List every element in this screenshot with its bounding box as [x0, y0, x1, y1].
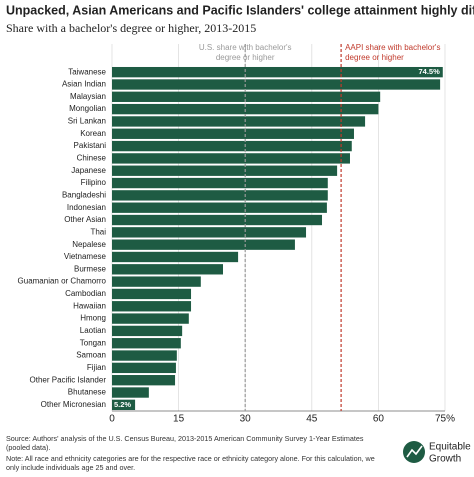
bar — [112, 276, 201, 287]
bar — [112, 350, 177, 361]
bar — [112, 79, 441, 90]
y-tick-label: Pakistani — [74, 141, 107, 150]
y-tick-label: Chinese — [77, 154, 107, 163]
bar — [112, 288, 192, 300]
y-tick-label: Vietnamese — [64, 252, 107, 261]
y-tick-label: Korean — [80, 129, 106, 138]
y-tick-label: Samoan — [76, 351, 106, 360]
bar — [112, 362, 176, 374]
footnote: Note: All race and ethnicity categories … — [6, 454, 375, 472]
bar — [112, 153, 350, 164]
reference-label: AAPI share with bachelor's — [345, 43, 440, 52]
chart-title: Unpacked, Asian Americans and Pacific Is… — [6, 3, 474, 17]
x-tick-label: 45 — [306, 414, 318, 425]
bar — [112, 301, 192, 312]
y-tick-label: Nepalese — [72, 240, 106, 249]
bar — [112, 325, 183, 337]
bar — [112, 116, 366, 127]
y-tick-label: Hmong — [80, 314, 106, 323]
y-tick-label: Bangladeshi — [62, 190, 106, 199]
bar — [112, 375, 176, 386]
y-tick-label: Malaysian — [70, 92, 106, 101]
bar — [112, 177, 328, 189]
reference-label: degree or higher — [345, 53, 404, 62]
y-tick-label: Laotian — [80, 326, 106, 335]
source-note: Source: Authors' analysis of the U.S. Ce… — [6, 434, 364, 452]
bar — [112, 251, 239, 263]
logo: Equitable Growth — [403, 441, 471, 465]
y-tick-label: Indonesian — [67, 203, 106, 212]
bar — [112, 66, 443, 78]
y-tick-label: Taiwanese — [68, 67, 106, 76]
reference-label: U.S. share with bachelor's — [199, 43, 292, 52]
x-tick-label: 15 — [173, 414, 185, 425]
y-tick-label: Other Pacific Islander — [30, 375, 107, 384]
reference-label: degree or higher — [216, 53, 275, 62]
bar — [112, 313, 189, 324]
bar — [112, 128, 354, 139]
y-tick-label: Thai — [90, 227, 106, 236]
bar — [112, 190, 328, 201]
x-tick-label: 30 — [240, 414, 252, 425]
y-tick-label: Bhutanese — [68, 388, 107, 397]
y-tick-label: Hawaiian — [73, 301, 106, 310]
bar — [112, 264, 223, 275]
y-tick-label: Mongolian — [69, 104, 106, 113]
bar — [112, 399, 136, 411]
bar — [112, 214, 323, 226]
x-tick-label: 0 — [109, 414, 115, 425]
y-tick-label: Guamanian or Chamorro — [18, 277, 107, 286]
y-tick-label: Sri Lankan — [68, 117, 106, 126]
bar — [112, 227, 307, 238]
bar — [112, 202, 327, 213]
logo-arrow — [406, 445, 423, 458]
bar — [112, 239, 295, 250]
y-tick-label: Asian Indian — [62, 80, 106, 89]
logo-text: Equitable — [429, 442, 471, 453]
value-label: 74.5% — [418, 67, 440, 76]
chart-subtitle: Share with a bachelor's degree or higher… — [6, 21, 256, 35]
y-tick-label: Burmese — [74, 264, 107, 273]
bar — [112, 165, 338, 176]
bar — [112, 91, 381, 102]
y-tick-label: Japanese — [71, 166, 106, 175]
y-tick-label: Filipino — [81, 178, 107, 187]
bar — [112, 140, 352, 152]
bar — [112, 338, 181, 349]
y-tick-label: Fijian — [87, 363, 106, 372]
value-label: 5.2% — [114, 400, 131, 409]
y-tick-label: Tongan — [80, 338, 106, 347]
x-tick-label: 75% — [435, 414, 455, 425]
bar — [112, 387, 149, 398]
y-tick-label: Other Asian — [64, 215, 106, 224]
y-tick-label: Other Micronesian — [41, 400, 106, 409]
x-tick-label: 60 — [373, 414, 385, 425]
y-tick-label: Cambodian — [65, 289, 106, 298]
logo-text: Growth — [429, 454, 461, 465]
